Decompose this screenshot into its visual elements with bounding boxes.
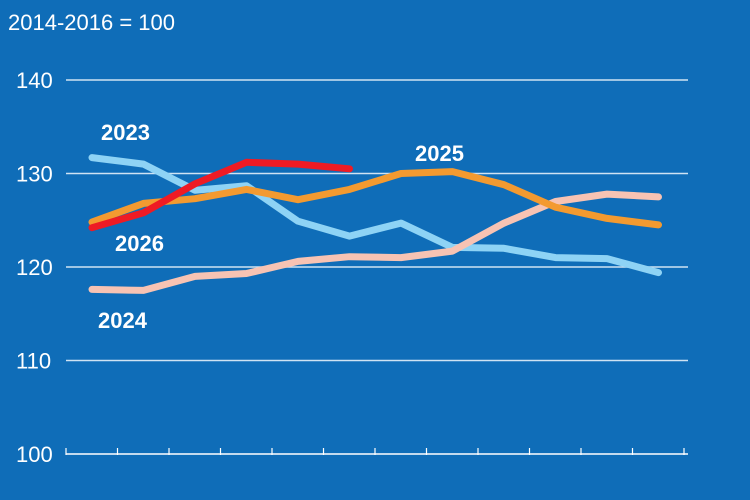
y-tick-label-130: 130 (16, 162, 53, 187)
series-line-2025 (88, 168, 662, 229)
y-tick-label-140: 140 (16, 68, 53, 93)
series-label-2023: 2023 (101, 120, 150, 145)
series-line-2026 (88, 158, 353, 232)
series-label-2024: 2024 (98, 308, 148, 333)
y-tick-label-120: 120 (16, 255, 53, 280)
series-label-2025: 2025 (415, 141, 464, 166)
y-tick-label-100: 100 (16, 442, 53, 467)
series-label-2026: 2026 (115, 231, 164, 256)
chart-subtitle: 2014-2016 = 100 (8, 10, 175, 35)
y-tick-label-110: 110 (16, 349, 51, 374)
series-line-2024 (88, 190, 662, 294)
